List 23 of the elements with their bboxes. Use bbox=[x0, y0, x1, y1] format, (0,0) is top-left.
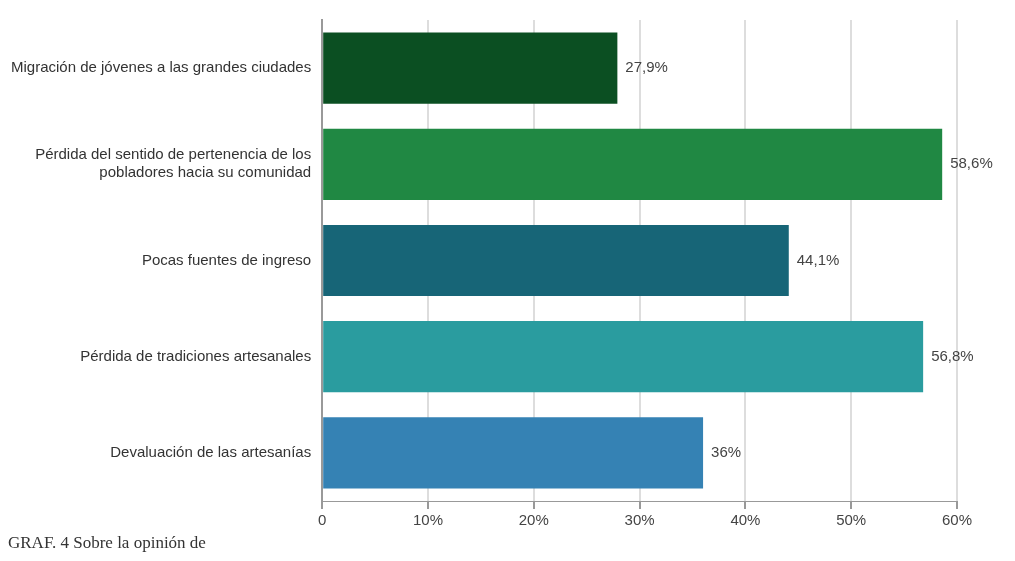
bar bbox=[323, 321, 924, 393]
data-label: 58,6% bbox=[950, 154, 993, 172]
bar bbox=[323, 128, 943, 200]
bar bbox=[323, 32, 618, 104]
y-tick-label: Migración de jóvenes a las grandes ciudades bbox=[11, 58, 312, 76]
x-tick-label: 0 bbox=[318, 511, 327, 529]
data-label: 44,1% bbox=[796, 250, 840, 268]
y-tick-label: Pocas fuentes de ingreso bbox=[141, 250, 312, 268]
x-tick-label: 60% bbox=[941, 511, 973, 529]
y-tick-label: Pérdida del sentido de pertenencia de los pobladores hacia su comunidad bbox=[35, 145, 312, 181]
data-label: 27,9% bbox=[625, 58, 668, 76]
x-tick-label: 30% bbox=[624, 511, 655, 529]
bar bbox=[323, 224, 789, 297]
text: GRAF. 4 Sobre la opinión de bbox=[8, 533, 207, 553]
x-tick-label: 50% bbox=[836, 511, 867, 529]
y-tick-label: Devaluación de las artesanías bbox=[110, 443, 312, 461]
x-tick-label: 20% bbox=[518, 511, 549, 529]
data-label: 36% bbox=[711, 443, 742, 461]
y-tick-label: Pérdida de tradiciones artesanales bbox=[80, 346, 312, 364]
x-tick-label: 40% bbox=[730, 511, 761, 529]
data-label: 56,8% bbox=[931, 346, 974, 364]
bar bbox=[323, 417, 704, 489]
x-tick-label: 10% bbox=[412, 511, 443, 529]
